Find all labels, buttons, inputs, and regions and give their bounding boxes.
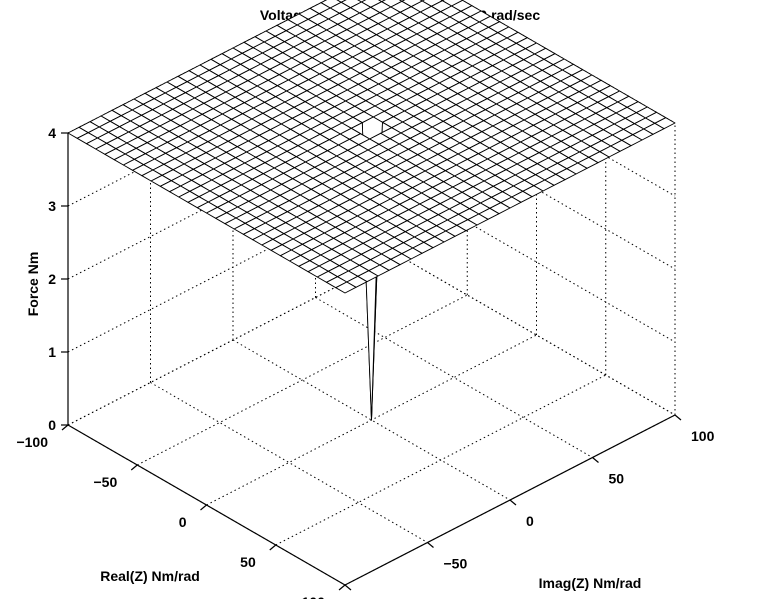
x-tick-label: −100 [16,434,48,450]
x-tick [61,424,69,431]
y-tick-label: 100 [691,428,715,444]
x-tick-label: 100 [302,594,326,599]
y-tick-label: 0 [526,513,534,529]
surface-patch [335,281,357,294]
z-tick-label: 2 [48,271,56,287]
y-tick [427,542,434,548]
z-tick-label: 3 [48,198,56,214]
y-tick [509,499,517,506]
x-tick [338,584,346,591]
grid-line [67,181,399,353]
grid-line [397,108,676,270]
grid-line [397,254,676,416]
x-tick-label: −50 [94,474,118,490]
x-axis-label: Real(Z) Nm/rad [100,568,200,584]
grid-line [232,339,511,501]
grid-line [150,382,428,543]
x-tick-label: 0 [179,514,187,530]
z-tick-label: 1 [48,344,56,360]
y-tick [592,457,599,463]
y-tick [344,584,352,591]
y-tick-label: −50 [444,556,468,572]
labels-layer: Force Nm Real(Z) Nm/rad Imag(Z) Nm/rad [25,252,641,591]
surface-layer [67,0,676,421]
grid-line [137,294,468,466]
grid-line [397,181,676,343]
x-tick-label: 50 [240,554,256,570]
grid-line [397,35,676,197]
y-tick-label: 50 [609,471,625,487]
z-tick-label: 4 [48,125,56,141]
x-tick [130,464,138,471]
y-tick [674,414,682,421]
grid-line [315,297,593,458]
y-axis-label: Imag(Z) Nm/rad [539,575,642,591]
x-tick [269,544,277,551]
z-tick-label: 0 [48,417,56,433]
x-tick [200,504,207,511]
z-axis-label: Force Nm [25,252,41,317]
